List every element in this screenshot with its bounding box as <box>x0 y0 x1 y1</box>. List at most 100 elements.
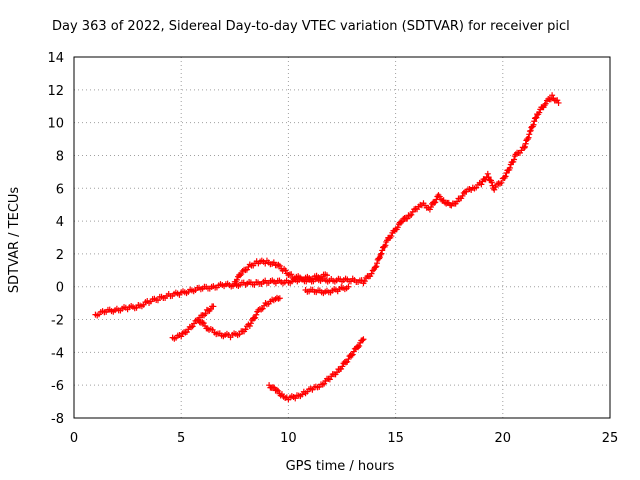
data-point <box>189 323 196 330</box>
data-point <box>178 333 185 340</box>
data-point <box>388 233 395 240</box>
data-point <box>200 320 207 327</box>
data-point <box>323 272 330 279</box>
data-point <box>397 219 404 226</box>
data-point <box>355 344 362 351</box>
data-point <box>502 173 509 180</box>
data-point <box>374 260 381 267</box>
data-point <box>345 356 352 363</box>
x-tick-label: 20 <box>495 431 512 446</box>
data-point <box>273 386 280 393</box>
grid <box>74 57 610 418</box>
y-tick-label: 6 <box>56 182 64 197</box>
data-point <box>406 212 413 219</box>
data-point <box>269 384 276 391</box>
data-point <box>321 380 328 387</box>
x-tick-label: 5 <box>177 431 185 446</box>
data-point <box>549 92 556 99</box>
data-point <box>498 179 505 186</box>
data-point <box>251 315 258 322</box>
data-point <box>372 264 379 271</box>
data-point <box>377 251 384 258</box>
data-point <box>542 100 549 107</box>
x-tick-label: 10 <box>280 431 297 446</box>
data-point <box>488 179 495 186</box>
data-point <box>368 270 375 277</box>
data-point <box>531 118 538 125</box>
series-dip-curve-mid <box>195 294 283 341</box>
plot-frame <box>73 56 611 419</box>
data-point <box>246 322 253 329</box>
data-point <box>154 297 161 304</box>
data-point <box>326 376 333 383</box>
data-point <box>359 337 366 344</box>
data-point <box>382 242 389 249</box>
data-point <box>436 193 443 200</box>
data-point <box>233 276 240 283</box>
data-point <box>555 99 562 106</box>
data-point <box>349 351 356 358</box>
y-tick-label: 4 <box>56 215 64 230</box>
x-tick-label: 15 <box>387 431 404 446</box>
data-point <box>288 271 295 278</box>
data-point <box>521 144 528 151</box>
data-point <box>524 136 531 143</box>
data-point <box>507 164 514 171</box>
data-point <box>536 109 543 116</box>
y-tick-label: 12 <box>47 84 64 99</box>
series-main-trend <box>92 92 562 319</box>
data-point <box>525 134 532 141</box>
data-point <box>503 170 510 177</box>
x-tick-label: 0 <box>70 431 78 446</box>
data-point <box>237 272 244 279</box>
data-point <box>199 319 206 326</box>
data-point <box>247 320 254 327</box>
series-small-segment <box>302 283 352 297</box>
y-tick-label: 0 <box>56 281 64 296</box>
data-point <box>511 156 518 163</box>
data-point <box>526 131 533 138</box>
data-point <box>252 314 259 321</box>
data-point <box>361 278 368 285</box>
data-point <box>350 348 357 355</box>
data-points <box>92 92 562 403</box>
y-tick-label: -8 <box>51 412 64 427</box>
data-point <box>522 140 529 147</box>
data-point <box>485 174 492 181</box>
data-point <box>408 211 415 218</box>
data-point <box>259 305 266 312</box>
x-axis-label: GPS time / hours <box>286 459 395 474</box>
y-tick-label: -2 <box>51 314 64 329</box>
data-point <box>554 97 561 104</box>
data-point <box>348 352 355 359</box>
data-point <box>360 336 367 343</box>
data-point <box>527 127 534 134</box>
data-point <box>496 180 503 187</box>
data-point <box>521 143 528 150</box>
data-point <box>236 331 243 338</box>
data-point <box>432 199 439 206</box>
data-point <box>276 295 283 302</box>
data-point <box>358 277 365 284</box>
y-tick-label: 14 <box>47 51 64 66</box>
data-point <box>404 215 411 222</box>
data-point <box>427 203 434 210</box>
data-point <box>333 369 340 376</box>
series-lower-curve <box>266 336 367 403</box>
data-point <box>530 121 537 128</box>
data-point <box>276 262 283 269</box>
data-point <box>345 283 352 290</box>
data-point <box>238 271 245 278</box>
y-tick-label: 2 <box>56 248 64 263</box>
data-point <box>210 303 217 310</box>
data-point <box>533 114 540 121</box>
data-point <box>373 263 380 270</box>
data-point <box>242 326 249 333</box>
data-point <box>344 358 351 365</box>
x-tick-label: 25 <box>602 431 619 446</box>
data-point <box>202 310 209 317</box>
data-point <box>399 218 406 225</box>
chart-title: Day 363 of 2022, Sidereal Day-to-day VTE… <box>52 19 570 34</box>
data-point <box>478 181 485 188</box>
